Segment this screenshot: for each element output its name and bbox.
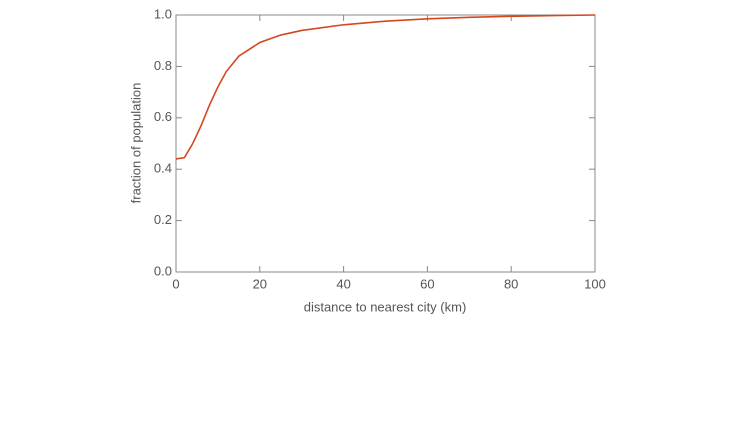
y-tick-label: 0.2 — [154, 212, 172, 227]
x-tick-label: 80 — [504, 276, 518, 291]
x-tick-label: 40 — [336, 276, 350, 291]
y-tick-label: 0.0 — [154, 263, 172, 278]
y-tick-label: 0.8 — [154, 58, 172, 73]
x-tick-label: 20 — [253, 276, 267, 291]
y-axis-label: fraction of population — [128, 83, 143, 204]
x-tick-label: 0 — [172, 276, 179, 291]
x-tick-label: 100 — [584, 276, 606, 291]
y-tick-label: 0.4 — [154, 161, 172, 176]
line — [175, 14, 596, 160]
y-tick-label: 1.0 — [154, 6, 172, 21]
plot-frame — [175, 14, 596, 273]
y-tick-label: 0.6 — [154, 109, 172, 124]
x-tick-label: 60 — [420, 276, 434, 291]
x-axis-label: distance to nearest city (km) — [304, 299, 467, 314]
